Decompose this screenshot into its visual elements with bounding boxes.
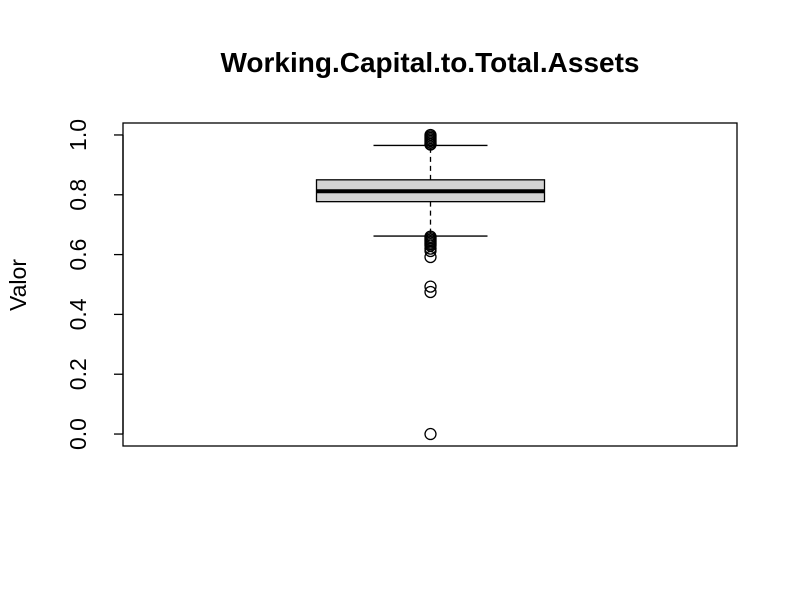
- outlier-point: [424, 427, 437, 441]
- y-tick-label: 0.6: [65, 239, 91, 271]
- outlier-point: [424, 285, 437, 299]
- y-tick-label: 1.0: [65, 119, 91, 151]
- plot-frame: [122, 122, 738, 447]
- chart-title: Working.Capital.to.Total.Assets: [220, 47, 639, 78]
- outlier-point: [424, 280, 437, 293]
- y-axis: 0.0 0.2 0.4 0.6 0.8 1.0: [65, 119, 124, 450]
- y-tick-label: 0.4: [65, 298, 91, 330]
- outlier-point: [424, 250, 437, 264]
- outlier-point: [424, 138, 437, 151]
- y-axis-label: Valor: [5, 259, 31, 311]
- y-tick-label: 0.0: [65, 418, 91, 450]
- y-tick-label: 0.2: [65, 358, 91, 390]
- box-group: [315, 144, 546, 237]
- y-tick-label: 0.8: [65, 179, 91, 211]
- outlier-point: [424, 244, 437, 258]
- outlier-group: [424, 128, 437, 441]
